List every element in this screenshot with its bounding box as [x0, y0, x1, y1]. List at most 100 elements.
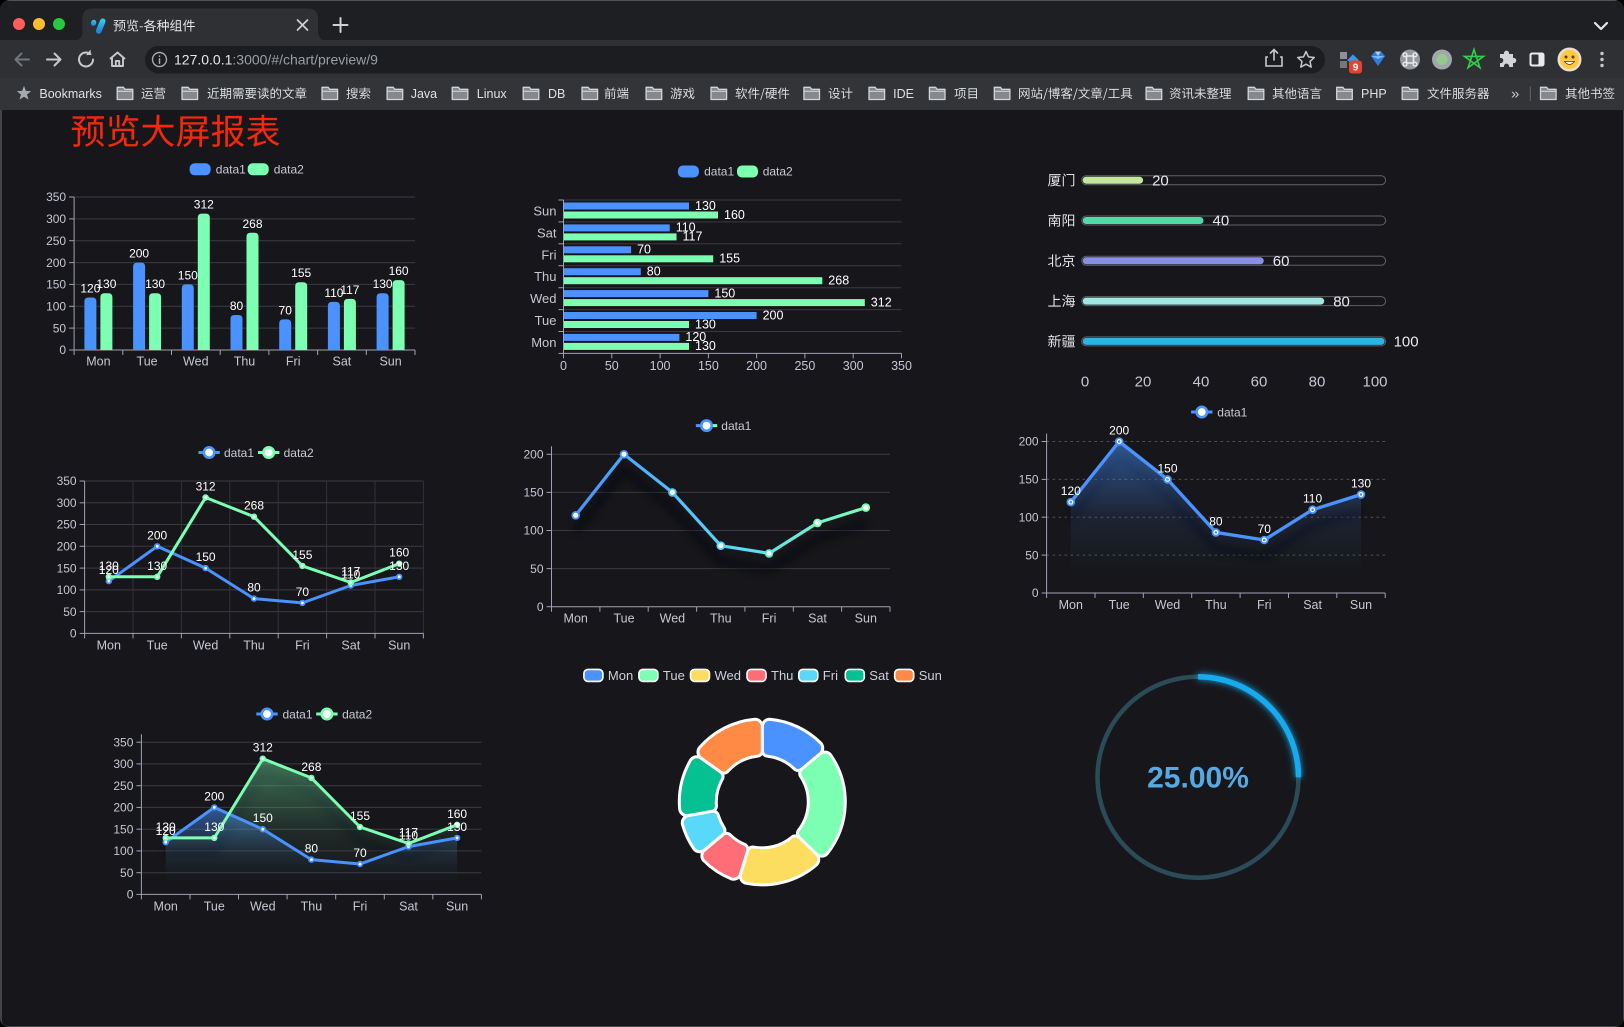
svg-text:Fri: Fri: [1257, 598, 1272, 612]
svg-text:0: 0: [127, 888, 134, 902]
svg-text:0: 0: [537, 600, 544, 614]
svg-text:110: 110: [1303, 492, 1322, 506]
svg-text:9: 9: [1353, 63, 1359, 74]
svg-text:117: 117: [683, 230, 703, 244]
svg-text:268: 268: [301, 760, 321, 774]
svg-text:Mon: Mon: [1059, 598, 1083, 612]
svg-text:Mon: Mon: [531, 335, 556, 350]
svg-text:DB: DB: [548, 87, 565, 101]
svg-text:Thu: Thu: [710, 612, 732, 626]
svg-text:Fri: Fri: [286, 355, 301, 369]
svg-text:40: 40: [1193, 374, 1210, 391]
svg-text:350: 350: [113, 735, 133, 749]
svg-text:312: 312: [196, 480, 216, 494]
svg-text:130: 130: [389, 559, 409, 573]
svg-text:60: 60: [1251, 374, 1268, 391]
svg-text:250: 250: [113, 779, 133, 793]
svg-text:Fri: Fri: [823, 668, 838, 683]
svg-text:80: 80: [247, 581, 261, 595]
svg-text:100: 100: [1019, 510, 1039, 524]
svg-text:80: 80: [1309, 374, 1326, 391]
svg-text:Fri: Fri: [541, 247, 556, 262]
svg-text:Sat: Sat: [1303, 598, 1322, 612]
svg-text:268: 268: [242, 217, 262, 231]
svg-text:70: 70: [353, 846, 367, 860]
svg-text:150: 150: [698, 359, 719, 373]
svg-text:120: 120: [156, 824, 176, 838]
svg-text:Sun: Sun: [855, 612, 877, 626]
svg-text:130: 130: [145, 277, 165, 291]
svg-text:268: 268: [244, 499, 264, 513]
svg-text:Thu: Thu: [234, 355, 256, 369]
svg-text:130: 130: [99, 559, 119, 573]
svg-text:50: 50: [605, 359, 619, 373]
svg-text:155: 155: [350, 809, 370, 823]
svg-text:200: 200: [1019, 435, 1039, 449]
svg-text:Wed: Wed: [715, 668, 742, 683]
svg-text:Tue: Tue: [204, 899, 225, 913]
svg-text:350: 350: [46, 190, 66, 204]
svg-text:Sun: Sun: [919, 668, 942, 683]
svg-text:40: 40: [1213, 213, 1230, 230]
svg-text:PHP: PHP: [1361, 87, 1387, 101]
svg-text:50: 50: [530, 562, 544, 576]
svg-text:60: 60: [1273, 253, 1290, 270]
svg-text:20: 20: [1152, 172, 1169, 189]
svg-text:0: 0: [59, 343, 66, 357]
svg-text:Linux: Linux: [477, 87, 508, 101]
svg-text:100: 100: [523, 524, 543, 538]
svg-text:117: 117: [399, 826, 418, 840]
svg-text:130: 130: [695, 339, 716, 353]
svg-text:0: 0: [1081, 374, 1089, 391]
svg-text:200: 200: [746, 359, 767, 373]
svg-text:data2: data2: [342, 707, 372, 721]
svg-text:200: 200: [523, 448, 543, 462]
svg-text:100: 100: [1394, 334, 1419, 351]
svg-text:200: 200: [147, 528, 167, 542]
svg-text:200: 200: [129, 247, 149, 261]
svg-text:150: 150: [113, 822, 133, 836]
svg-text:130: 130: [204, 820, 224, 834]
svg-text:350: 350: [57, 474, 77, 488]
svg-text:Sat: Sat: [869, 668, 889, 683]
svg-text:data2: data2: [763, 165, 793, 179]
svg-text:155: 155: [291, 266, 311, 280]
svg-text:150: 150: [1157, 461, 1177, 475]
svg-text:80: 80: [1209, 514, 1223, 528]
svg-text:data1: data1: [216, 163, 246, 177]
svg-text:Thu: Thu: [243, 638, 265, 652]
svg-text:Fri: Fri: [353, 899, 368, 913]
svg-text:110: 110: [324, 286, 343, 300]
svg-text:150: 150: [196, 550, 216, 564]
svg-text:Sat: Sat: [808, 612, 827, 626]
svg-text:Tue: Tue: [535, 313, 557, 328]
svg-text:100: 100: [46, 300, 66, 314]
svg-text:312: 312: [194, 198, 214, 212]
svg-text:Wed: Wed: [193, 638, 219, 652]
svg-text:Tue: Tue: [663, 668, 685, 683]
svg-text:Mon: Mon: [608, 668, 633, 683]
svg-text:data1: data1: [721, 419, 751, 433]
svg-text:Fri: Fri: [295, 638, 310, 652]
svg-text:110: 110: [341, 568, 360, 582]
svg-text:150: 150: [1019, 473, 1039, 487]
svg-text:80: 80: [230, 299, 244, 313]
svg-text:Wed: Wed: [1155, 598, 1181, 612]
svg-text:»: »: [1511, 86, 1519, 103]
svg-text:data1: data1: [224, 446, 254, 460]
svg-text:Java: Java: [411, 87, 437, 101]
svg-text:50: 50: [63, 605, 77, 619]
svg-text:200: 200: [113, 801, 133, 815]
svg-text:155: 155: [719, 252, 740, 266]
svg-text:130: 130: [695, 199, 716, 213]
svg-text:Tue: Tue: [1109, 598, 1130, 612]
svg-text:130: 130: [447, 820, 467, 834]
svg-text:Thu: Thu: [534, 269, 556, 284]
svg-text:150: 150: [57, 561, 77, 575]
svg-text:100: 100: [57, 583, 77, 597]
svg-text:300: 300: [843, 359, 864, 373]
svg-text:0: 0: [70, 627, 77, 641]
svg-text:Thu: Thu: [301, 899, 323, 913]
svg-text:130: 130: [695, 317, 716, 331]
svg-text:Sun: Sun: [446, 899, 468, 913]
